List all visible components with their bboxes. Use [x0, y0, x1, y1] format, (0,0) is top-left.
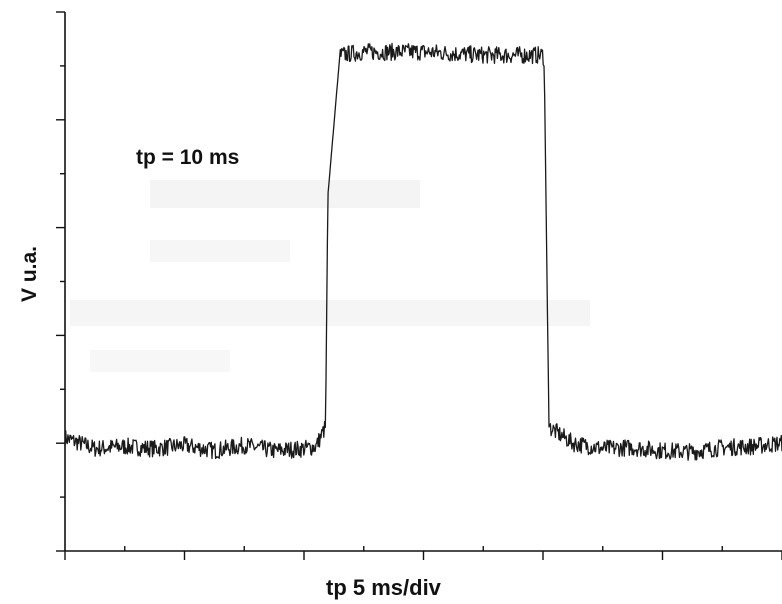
signal-trace-line	[64, 42, 782, 461]
trace-group	[64, 42, 782, 461]
y-axis-label: V u.a.	[18, 245, 41, 302]
axes	[64, 12, 782, 552]
pulse-duration-annotation: tp = 10 ms	[136, 146, 240, 169]
axis-ticks	[56, 11, 782, 560]
x-axis-label: tp 5 ms/div	[326, 575, 441, 600]
